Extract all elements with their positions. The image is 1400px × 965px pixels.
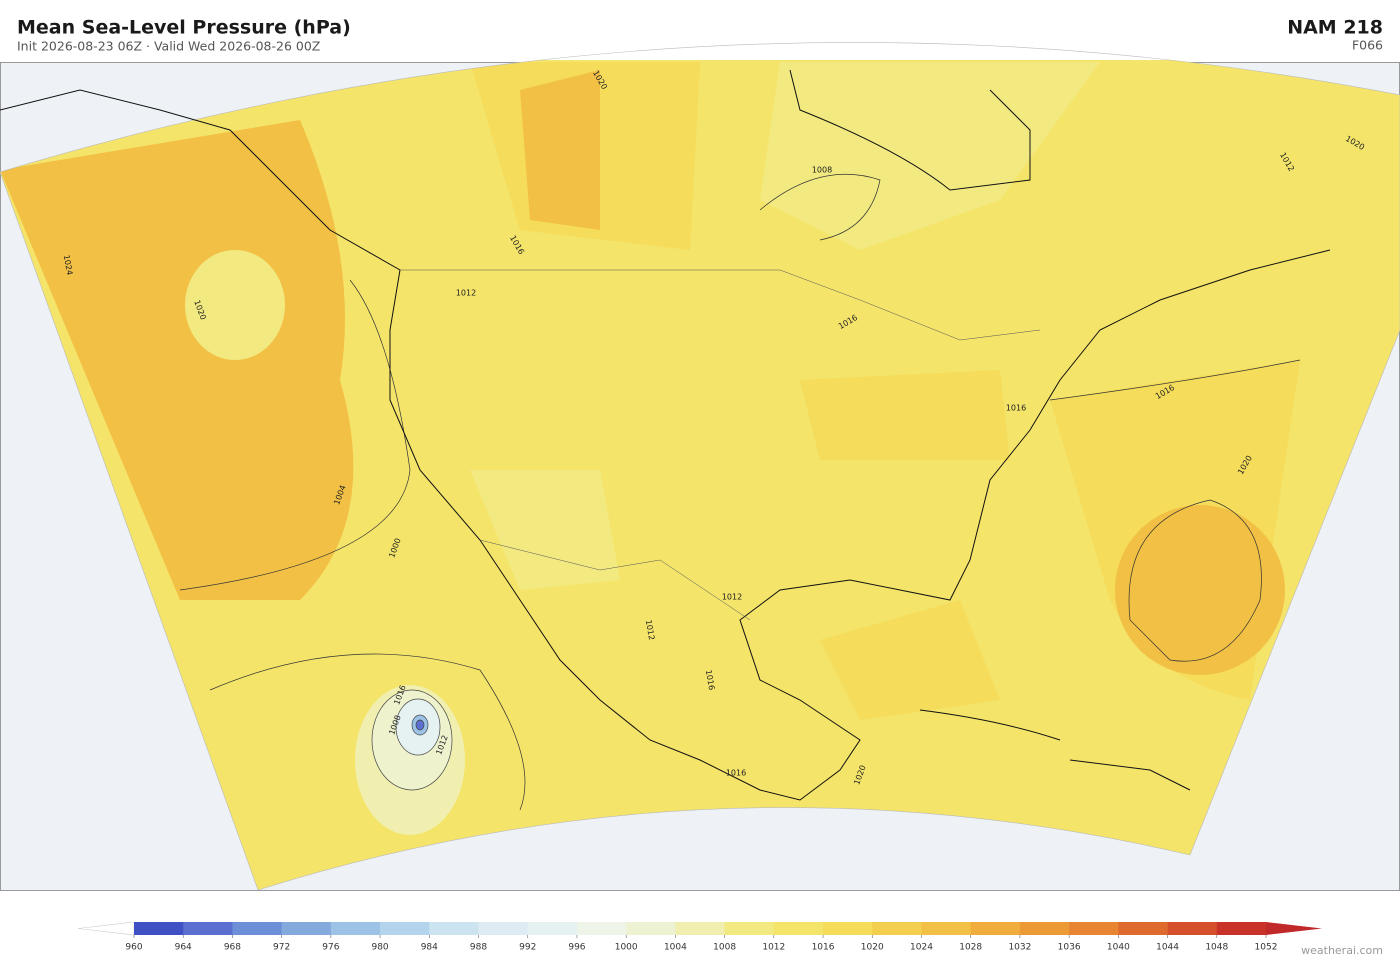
contour-label: 1016 — [704, 669, 716, 691]
colorbar-tick-label: 1040 — [1107, 943, 1130, 953]
field-low — [185, 250, 285, 360]
contour-label: 1008 — [812, 166, 832, 175]
colorbar-segment — [872, 922, 922, 935]
colorbar-segment — [1019, 922, 1070, 935]
colorbar-segment — [527, 922, 578, 935]
colorbar-tick-label: 1004 — [664, 943, 687, 953]
colorbar-segment — [380, 922, 430, 935]
colorbar-tick-label: 960 — [125, 943, 142, 953]
colorbar-segment — [1118, 922, 1168, 935]
colorbar-segment — [921, 922, 971, 935]
colorbar-tick-label: 1044 — [1156, 943, 1179, 953]
colorbar-tick-label: 968 — [224, 943, 241, 953]
contour-label: 1012 — [644, 619, 656, 641]
colorbar-segment — [1216, 922, 1267, 935]
colorbar-segment — [576, 922, 627, 935]
isobar — [415, 719, 425, 731]
colorbar-tick-label: 1012 — [762, 943, 785, 953]
colorbar-segment — [626, 922, 676, 935]
coastline — [789, 69, 1031, 191]
borders — [400, 269, 1041, 621]
coastlines — [0, 69, 1331, 801]
contour-label: 1016 — [1006, 404, 1026, 413]
colorbar-segment — [183, 922, 233, 935]
coastline — [1069, 759, 1191, 791]
colorbar-segment — [134, 922, 184, 935]
colorbar-tick-label: 964 — [175, 943, 192, 953]
colorbar-tick-label: 1020 — [861, 943, 884, 953]
coastline — [0, 89, 1331, 801]
forecast-hour: F066 — [1352, 38, 1383, 53]
field-high — [800, 370, 1010, 460]
isobars — [179, 174, 1301, 811]
colorbar-tick-label: 1024 — [910, 943, 933, 953]
colorbar-tick-label: 976 — [322, 943, 339, 953]
colorbar-segment — [330, 922, 381, 935]
colorbar-under — [77, 921, 135, 936]
colorbar-tick-label: 984 — [421, 943, 438, 953]
colorbar-tick-label: 1008 — [713, 943, 736, 953]
colorbar-segment — [675, 922, 725, 935]
contour-label: 1012 — [456, 289, 476, 298]
colorbar-tick-label: 1000 — [615, 943, 638, 953]
isobar — [759, 174, 881, 241]
colorbar: 960 964 968 972 976 980 984 988 992 996 1000 1004 10… — [77, 921, 1322, 953]
field-high — [520, 70, 600, 230]
contour-label: 1024 — [62, 254, 74, 276]
colorbar-tick-label: 1048 — [1205, 943, 1228, 953]
border — [479, 539, 751, 621]
colorbar-segment — [478, 922, 529, 935]
colorbar-tick-label: 988 — [470, 943, 487, 953]
field-high — [0, 120, 354, 600]
colorbar-tick-label: 992 — [519, 943, 536, 953]
coastline — [919, 709, 1061, 741]
field-low — [760, 62, 1100, 250]
colorbar-over — [1266, 922, 1322, 935]
contour-label: 1016 — [726, 769, 746, 778]
colorbar-tick-label: 980 — [371, 943, 388, 953]
isobar — [1049, 359, 1301, 401]
contour-label: 1012 — [722, 593, 742, 602]
pressure-field — [0, 60, 1400, 890]
colorbar-segment — [970, 922, 1021, 935]
colorbar-tick-label: 1016 — [812, 943, 835, 953]
subtitle: Init 2026-08-23 06Z · Valid Wed 2026-08-… — [17, 39, 320, 54]
colorbar-segment — [1167, 922, 1218, 935]
field-low — [470, 470, 620, 590]
title: Mean Sea-Level Pressure (hPa) — [17, 17, 351, 39]
colorbar-tick-label: 972 — [273, 943, 290, 953]
isobar — [209, 653, 526, 811]
colorbar-segment — [232, 922, 282, 935]
colorbar-tick-label: 1032 — [1008, 943, 1031, 953]
colorbar-segment — [1069, 922, 1119, 935]
colorbar-tick-label: 1036 — [1058, 943, 1081, 953]
colorbar-segment — [724, 922, 775, 935]
colorbar-segment — [281, 922, 332, 935]
domain-edge — [0, 42, 1400, 891]
credit: weatherai.com — [1301, 944, 1383, 957]
model: NAM 218 — [1287, 17, 1383, 39]
isobar — [179, 279, 411, 591]
field-high — [820, 600, 1000, 720]
colorbar-tick-label: 1052 — [1255, 943, 1278, 953]
isobar — [1128, 499, 1262, 662]
colorbar-tick-label: 1028 — [959, 943, 982, 953]
colorbar-segment — [429, 922, 479, 935]
colorbar-segment — [823, 922, 873, 935]
colorbar-tick-label: 996 — [568, 943, 585, 953]
colorbar-segment — [773, 922, 824, 935]
border — [400, 269, 1041, 341]
field-high — [1115, 505, 1285, 675]
